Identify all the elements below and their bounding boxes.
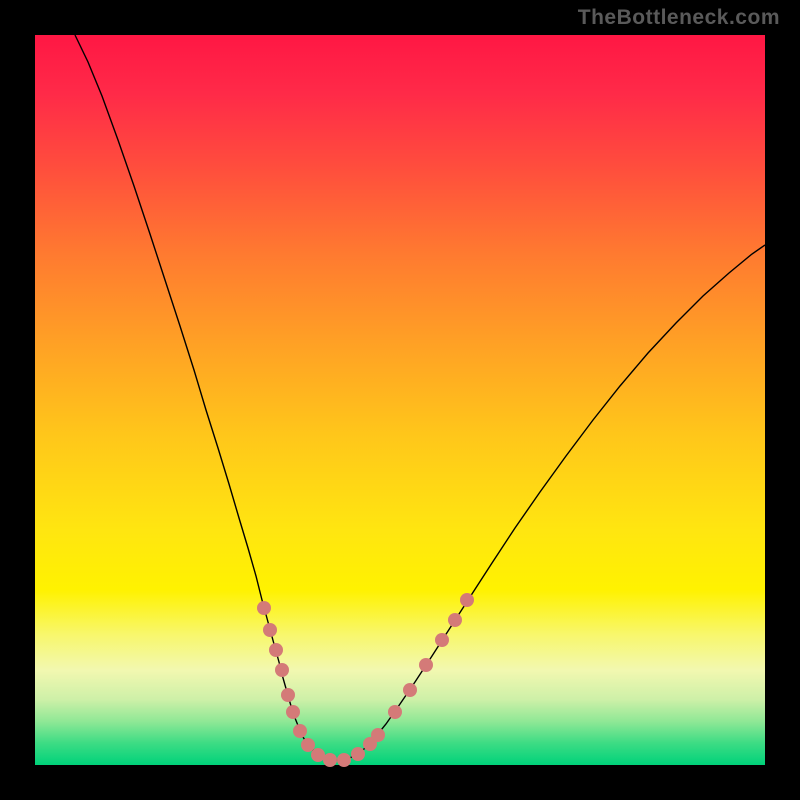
data-dot bbox=[371, 728, 385, 742]
data-dot bbox=[419, 658, 433, 672]
chart-container: TheBottleneck.com bbox=[0, 0, 800, 800]
data-dot bbox=[286, 705, 300, 719]
bottleneck-chart bbox=[0, 0, 800, 800]
data-dot bbox=[269, 643, 283, 657]
data-dot bbox=[388, 705, 402, 719]
data-dot bbox=[448, 613, 462, 627]
data-dot bbox=[351, 747, 365, 761]
data-dot bbox=[281, 688, 295, 702]
data-dot bbox=[263, 623, 277, 637]
gradient-background bbox=[35, 35, 765, 765]
data-dot bbox=[257, 601, 271, 615]
watermark-text: TheBottleneck.com bbox=[578, 6, 780, 30]
data-dot bbox=[337, 753, 351, 767]
data-dot bbox=[311, 748, 325, 762]
data-dot bbox=[403, 683, 417, 697]
data-dot bbox=[435, 633, 449, 647]
data-dot bbox=[460, 593, 474, 607]
data-dot bbox=[301, 738, 315, 752]
data-dot bbox=[275, 663, 289, 677]
data-dot bbox=[323, 753, 337, 767]
data-dot bbox=[293, 724, 307, 738]
